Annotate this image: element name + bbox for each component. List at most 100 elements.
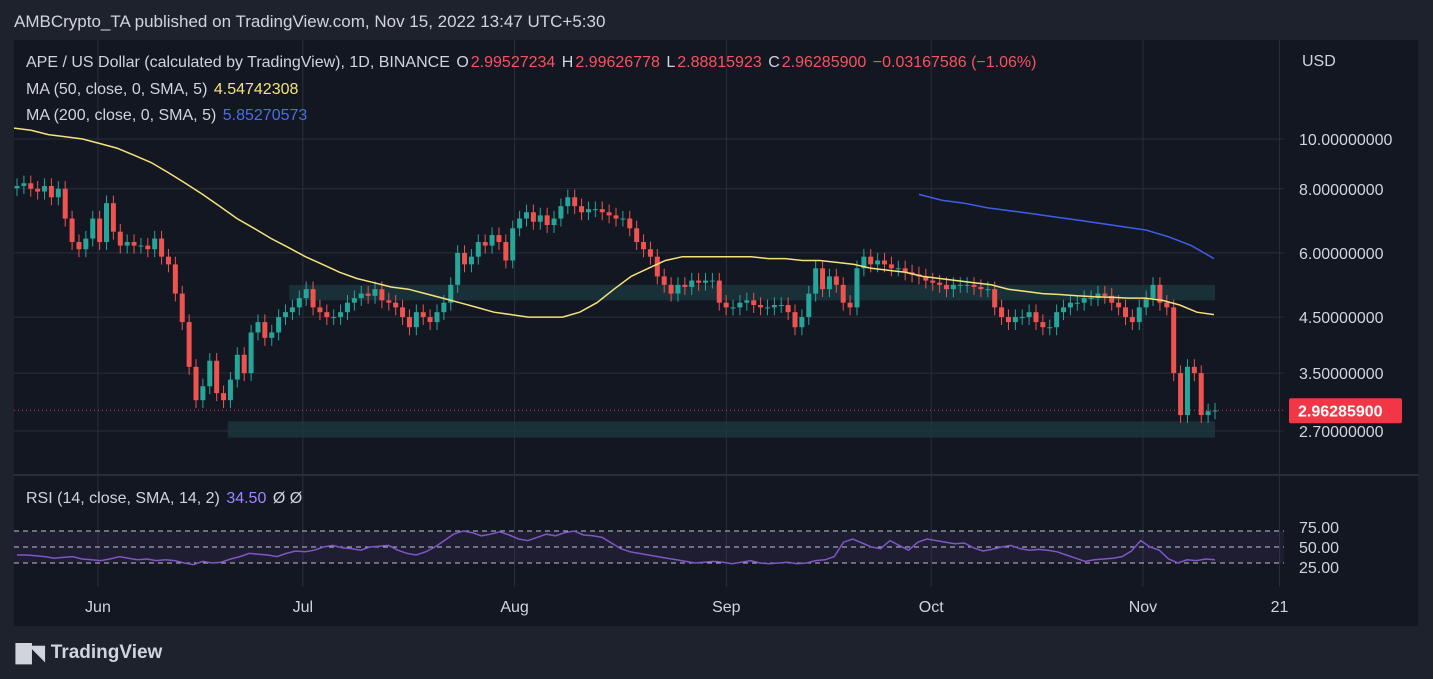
candle-body (771, 305, 777, 308)
candle-body (785, 305, 791, 313)
candle-body (104, 203, 110, 243)
candle-body (317, 307, 323, 313)
x-tick-label: Aug (500, 599, 528, 616)
candle-body (489, 235, 495, 246)
candle-body (406, 317, 412, 328)
rsi-tick-label: 25.00 (1299, 560, 1339, 577)
candle-body (351, 298, 357, 303)
candle-body (1150, 284, 1156, 299)
ma200-label: MA (200, close, 0, SMA, 5) (26, 107, 217, 124)
candle-body (262, 322, 268, 338)
candle-body (234, 354, 240, 380)
price-chart-svg[interactable]: Jun Jul Aug Sep Oct Nov 21 10.00000000 8.0000000… (14, 40, 1418, 626)
candle-body (833, 276, 839, 285)
y-tick-label: 2.70000000 (1299, 424, 1384, 441)
y-tick-label: 10.00000000 (1299, 132, 1393, 149)
y-tick-label: 8.00000000 (1299, 182, 1384, 199)
candle-body (1184, 366, 1190, 416)
candle-body (1205, 411, 1211, 416)
ma50-label: MA (50, close, 0, SMA, 5) (26, 81, 208, 98)
x-tick-label: Sep (712, 599, 741, 616)
tradingview-brand[interactable]: ▇◥ TradingView (16, 640, 162, 665)
candle-body (682, 284, 688, 287)
candle-body (758, 305, 764, 308)
last-price-tag (1289, 398, 1402, 424)
ma50-line (14, 127, 1215, 318)
y-tick-label: 6.00000000 (1299, 246, 1384, 263)
candle-body (462, 252, 468, 265)
candle-body (21, 183, 27, 186)
candle-body (1102, 293, 1108, 296)
open-value: 2.99527234 (470, 54, 556, 71)
candle-body (1005, 317, 1011, 323)
candle-body (413, 312, 419, 328)
candle-body (1026, 312, 1032, 318)
candle-body (207, 360, 213, 387)
symbol-title: APE / US Dollar (calculated by TradingVi… (26, 54, 450, 71)
candle-body (1088, 298, 1094, 300)
candle-body (1122, 307, 1128, 318)
candle-body (358, 293, 364, 299)
candle-body (365, 293, 371, 296)
candle-body (1095, 293, 1101, 299)
candle-body (420, 312, 426, 318)
candle-body (585, 209, 591, 213)
rsi-label: RSI (14, close, SMA, 14, 2) (26, 490, 220, 507)
candle-body (661, 276, 667, 285)
candle-body (1081, 298, 1087, 303)
candle-body (90, 218, 96, 239)
candle-body (1054, 312, 1060, 328)
close-label: C (768, 54, 780, 71)
candle-body (992, 289, 998, 308)
candle-body (730, 307, 736, 309)
x-tick-label: Nov (1129, 599, 1157, 616)
candle-body (186, 322, 192, 367)
ma50-legend[interactable]: MA (50, close, 0, SMA, 5) 4.54742308 (26, 81, 300, 99)
candle-body (1198, 373, 1204, 416)
rsi-legend[interactable]: RSI (14, close, SMA, 14, 2) 34.50 Ø Ø (26, 490, 304, 508)
open-label: O (456, 54, 469, 71)
candle-body (76, 242, 82, 250)
candle-body (110, 203, 116, 232)
symbol-legend: APE / US Dollar (calculated by TradingVi… (26, 54, 1038, 72)
candle-body (634, 228, 640, 243)
candle-body (1047, 327, 1053, 329)
candle-body (1116, 302, 1122, 308)
brand-name: TradingView (50, 641, 163, 663)
candle-body (117, 231, 123, 246)
candle-body (1067, 302, 1073, 308)
currency-label: USD (1302, 53, 1336, 70)
candle-body (1012, 317, 1018, 323)
candle-body (813, 268, 819, 294)
candle-body (221, 393, 227, 401)
candle-body (227, 379, 233, 401)
candle-body (214, 360, 220, 394)
candle-body (1191, 366, 1197, 374)
candle-body (985, 289, 991, 291)
rsi-tick-label: 75.00 (1299, 520, 1339, 537)
candle-body (647, 249, 653, 257)
x-tick-label: 21 (1271, 599, 1289, 616)
ma200-legend[interactable]: MA (200, close, 0, SMA, 5) 5.85270573 (26, 107, 309, 125)
candle-body (496, 235, 502, 243)
candle-body (737, 302, 743, 308)
candle-body (826, 276, 832, 290)
candle-body (455, 252, 461, 285)
candle-body (338, 312, 344, 318)
candle-body (372, 289, 378, 296)
candle-body (861, 256, 867, 269)
chart-frame[interactable]: Jun Jul Aug Sep Oct Nov 21 10.00000000 8.0000000… (14, 40, 1418, 626)
candle-body (675, 284, 681, 294)
candle-body (551, 218, 557, 226)
candle-body (200, 386, 206, 401)
ma50-value: 4.54742308 (213, 81, 299, 98)
y-tick-label: 4.50000000 (1299, 310, 1384, 327)
tradingview-logo-icon: ▇◥ (16, 642, 45, 664)
candle-body (875, 260, 881, 265)
candle-body (937, 282, 943, 285)
candle-body (544, 215, 550, 226)
candle-body (283, 312, 289, 318)
candle-body (48, 185, 54, 198)
candle-body (999, 307, 1005, 318)
candle-body (1143, 298, 1149, 308)
